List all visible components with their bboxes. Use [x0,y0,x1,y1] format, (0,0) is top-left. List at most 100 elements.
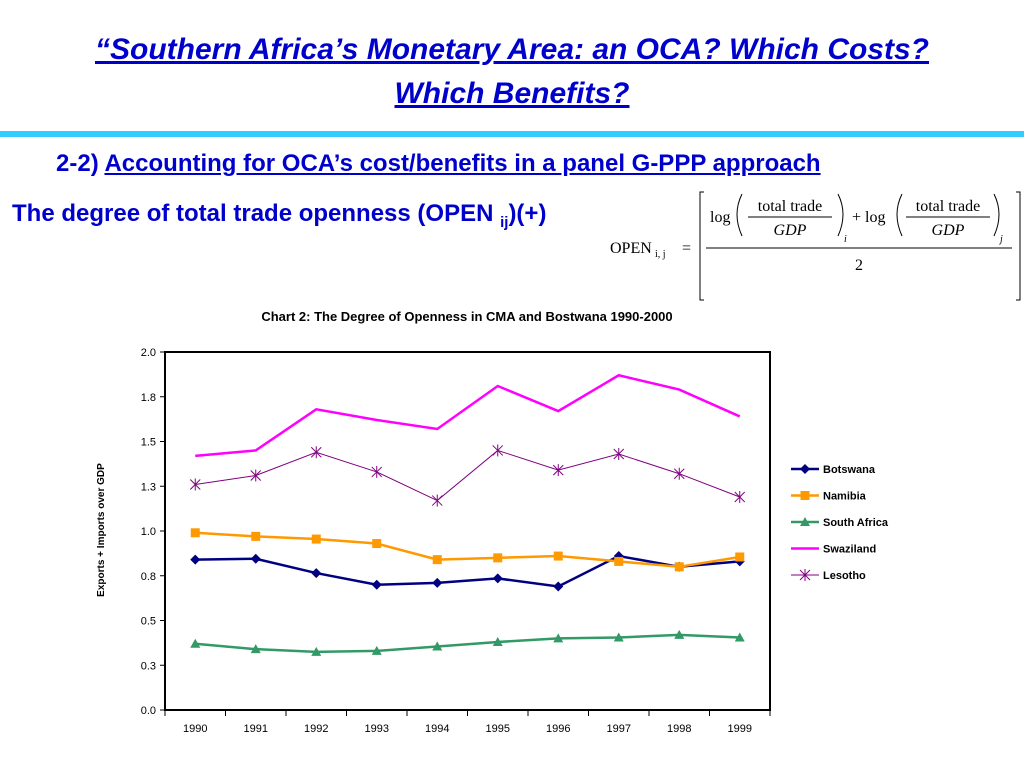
x-axis: 1990 1991 1992 1993 1994 1995 1996 1997 1998 1999 [164,710,771,735]
y-axis: 0.0 0.3 0.5 0.8 1.0 1.3 1.5 1.8 2.0 [141,347,165,717]
data-point-lesotho [250,469,262,482]
series-swaziland [195,373,741,458]
openness-formula: OPEN i, j = log total trade GDP i + log … [610,191,1021,301]
data-point-lesotho [431,494,443,507]
series-group [189,373,746,656]
x-tick-label: 1996 [546,723,570,735]
data-point-south-africa [371,645,382,655]
y-tick-label: 1.8 [141,392,156,404]
series-line-swaziland [195,373,741,458]
x-tick-label: 1990 [183,723,207,735]
legend-marker [800,517,810,526]
series-lesotho [189,444,746,507]
data-point-south-africa [190,638,201,648]
data-point-namibia [674,562,684,572]
formula-denominator-2: GDP [932,222,965,239]
slide-title-line-1: “Southern Africa’s Monetary Area: an OCA… [94,33,929,66]
formula-paren-close-2 [993,193,1000,237]
section-title: Accounting for OCA’s cost/benefits in a … [104,150,821,177]
legend-item-swaziland: Swaziland [791,544,876,556]
data-point-namibia [614,556,624,566]
formula-equals: = [682,240,691,257]
formula-paren-close-1 [837,193,844,237]
openness-label: The degree of total trade openness (OPEN… [12,200,546,231]
y-tick-label: 0.0 [141,705,156,717]
formula-numerator-2: total trade [916,198,980,215]
legend-item-namibia: Namibia [791,491,867,503]
y-tick-label: 1.3 [141,481,156,493]
data-point-botswana [432,577,443,588]
data-point-lesotho [613,448,625,461]
formula-left-bracket [699,191,704,301]
data-point-lesotho [673,467,685,480]
x-tick-label: 1995 [486,723,510,735]
data-point-south-africa [553,633,564,643]
y-tick-label: 0.8 [141,571,156,583]
x-tick-label: 1994 [425,723,449,735]
formula-paren-open-2 [896,193,903,237]
y-tick-label: 2.0 [141,347,156,359]
series-line-botswana [195,554,740,588]
legend-label: Lesotho [823,570,866,582]
data-point-lesotho [371,465,383,478]
data-point-south-africa [432,641,443,651]
data-point-south-africa [674,629,685,639]
openness-label-text: The degree of total trade openness (OPEN [12,200,501,227]
slide-title: “Southern Africa’s Monetary Area: an OCA… [0,28,1024,116]
legend-label: Botswana [823,464,876,476]
data-point-botswana [250,553,261,564]
data-point-namibia [251,531,261,541]
data-point-south-africa [492,636,503,646]
data-point-namibia [190,528,200,538]
legend-marker [799,569,811,581]
formula-log-1: log [710,209,730,226]
section-heading: 2-2) Accounting for OCA’s cost/benefits … [56,150,821,178]
x-tick-label: 1991 [244,723,268,735]
data-point-botswana [371,579,382,590]
openness-suffix: )(+) [508,200,547,227]
data-point-botswana [190,554,201,565]
data-point-namibia [311,534,321,544]
formula-divisor: 2 [855,257,863,274]
plot-area [164,351,771,711]
legend: Botswana Namibia South Africa Swaziland Leso… [791,464,889,582]
formula-denominator-1: GDP [774,222,807,239]
x-tick-label: 1997 [607,723,631,735]
legend-label: Swaziland [823,544,876,556]
data-point-lesotho [492,444,504,457]
series-line-namibia [195,531,740,569]
series-south-africa [190,629,745,656]
data-point-lesotho [189,478,201,491]
legend-item-lesotho: Lesotho [791,569,866,582]
y-tick-label: 0.3 [141,660,156,672]
y-tick-label: 1.0 [141,526,156,538]
data-point-namibia [735,552,745,562]
data-point-south-africa [250,644,261,654]
slide-title-line-2: Which Benefits? [394,77,630,110]
openness-line-chart: Chart 2: The Degree of Openness in CMA a… [96,309,889,735]
legend-marker [800,464,810,474]
formula-lhs: OPEN [610,240,652,257]
series-line-lesotho [195,449,740,502]
formula-subscript-2: j [998,234,1003,245]
data-point-botswana [553,581,564,592]
x-tick-label: 1998 [667,723,691,735]
data-point-lesotho [552,464,564,477]
legend-label: Namibia [823,491,867,503]
formula-right-bracket [1016,191,1021,301]
legend-label: South Africa [823,517,889,529]
data-point-south-africa [734,632,745,642]
chart-title: Chart 2: The Degree of Openness in CMA a… [261,309,672,324]
data-point-namibia [432,555,442,565]
data-point-lesotho [734,490,746,503]
formula-lhs-subscript: i, j [655,249,666,260]
y-tick-label: 1.5 [141,437,156,449]
y-tick-label: 0.5 [141,616,156,628]
x-tick-label: 1999 [728,723,752,735]
x-tick-label: 1992 [304,723,328,735]
openness-subscript: ij [500,213,509,231]
legend-item-botswana: Botswana [791,464,876,476]
formula-plus-log: + log [852,209,885,226]
data-point-south-africa [311,646,322,656]
data-point-botswana [311,568,322,579]
